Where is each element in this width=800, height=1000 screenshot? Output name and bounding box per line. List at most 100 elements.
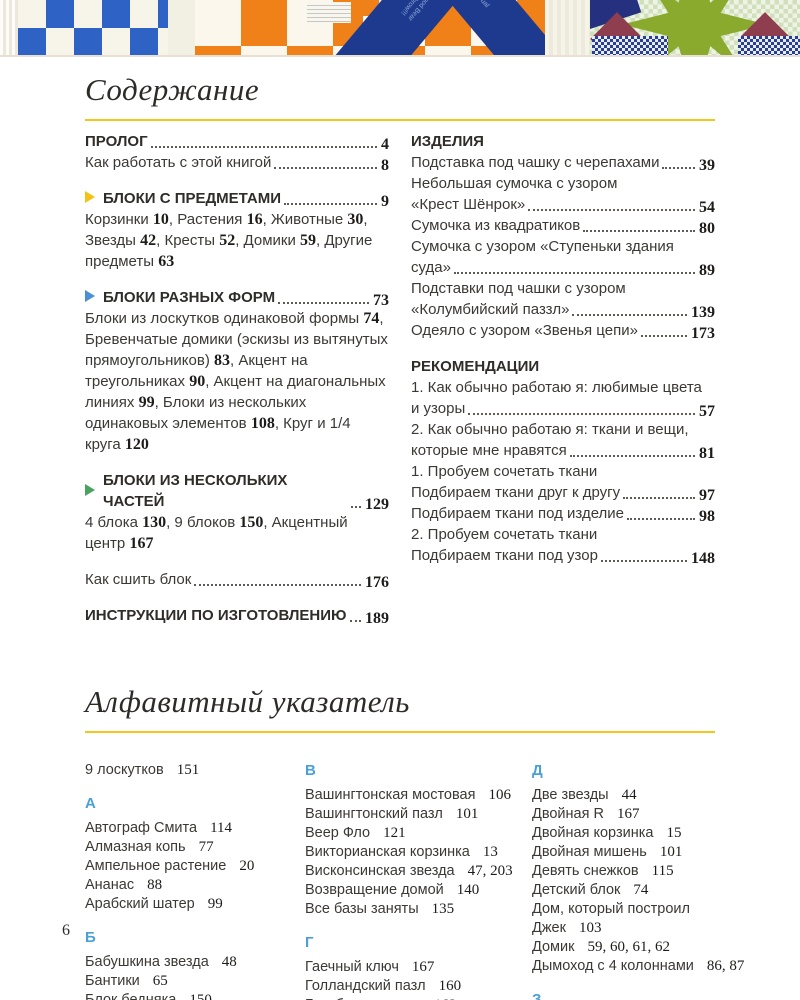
quilt-sashing-strip	[545, 0, 590, 55]
index-entry-line: 9 лоскутков 151	[85, 762, 200, 778]
dot-leader	[600, 560, 687, 562]
index-entry-line: Вашингтонский пазл 101	[305, 806, 479, 822]
page-ref: 16	[246, 211, 263, 228]
index-page-number: 99	[207, 896, 223, 912]
dot-leader	[569, 455, 695, 457]
page-ref: 150	[239, 514, 264, 531]
index-entry-line: Двойная мишень 101	[532, 844, 683, 860]
toc-page-number: 80	[699, 220, 715, 237]
page-ref: 83	[214, 352, 230, 369]
index-entry-line: Вашингтонская мостовая 106	[305, 787, 511, 803]
yellow-rule-index	[85, 731, 715, 733]
index-entry: Домик 59, 60, 61, 62	[532, 938, 715, 957]
toc-section-heading: ИЗДЕЛИЯ	[411, 133, 484, 150]
index-entry: 9 лоскутков 151	[85, 761, 305, 780]
toc-entry-label: «Колумбийский паззл»	[411, 301, 570, 318]
page-number: 6	[62, 922, 70, 939]
toc-page-number: 9	[381, 193, 389, 210]
table-of-contents: ПРОЛОГ 4 Как работать с этой книгой 8 БЛОКИ …	[85, 131, 715, 627]
index-entry: Гаечный ключ 167	[305, 958, 532, 977]
toc-page-number: 54	[699, 199, 715, 216]
index-entry: Дом, который построил Джек 103	[532, 900, 715, 938]
toc-entry-label: суда»	[411, 259, 451, 276]
toc-entry-line: Сумочка с узором «Ступеньки здания	[411, 238, 674, 255]
toc-entry: ИНСТРУКЦИИ ПО ИЗГОТОВЛЕНИЮ 189	[85, 605, 389, 627]
toc-entry-line: которые мне нравятся 81	[411, 440, 715, 462]
index-page-number: 160	[438, 978, 462, 994]
blue-print-patch-right	[738, 36, 800, 55]
index-entry-line: Викторианская корзинка 13	[305, 844, 498, 860]
dot-leader	[583, 230, 695, 232]
toc-entry: БЛОКИ ИЗ НЕСКОЛЬКИХ ЧАСТЕЙ 129	[85, 470, 389, 513]
index-entry-line: Джек 103	[532, 920, 602, 936]
toc-entry: 1. Как обычно работаю я: любимые цвета и …	[411, 377, 715, 420]
index-entry: Вашингтонский пазл 101	[305, 805, 532, 824]
index-entry-line: Гаечный ключ 167	[305, 959, 435, 975]
index-page-number: 121	[383, 825, 406, 841]
page-ref: 130	[142, 514, 167, 531]
toc-entry-label: ПРОЛОГ	[85, 133, 148, 150]
toc-entry-label: Подбираем ткани под изделие	[411, 505, 625, 522]
toc-entry: БЛОКИ РАЗНЫХ ФОРМ 73	[85, 287, 389, 309]
index-page-number: 101	[659, 844, 683, 860]
toc-gap	[85, 590, 389, 605]
index-entry: Висконсинская звезда 47, 203	[305, 862, 532, 881]
toc-entry-line: ПРОЛОГ 4	[85, 131, 389, 153]
dot-leader	[623, 497, 695, 499]
toc-entry-line: Подставка под чашку с черепахами 39	[411, 152, 715, 174]
toc-sub-entries: Блоки из лоскутков одинаковой формы 74, …	[85, 310, 388, 453]
index-entry: Все базы заняты 135	[305, 900, 532, 919]
dot-leader	[150, 146, 377, 148]
dot-leader	[627, 518, 695, 520]
blue-print-patch-left	[592, 36, 668, 55]
toc-entry-line: и узоры 57	[411, 398, 715, 420]
index-entry: Возвращение домой 140	[305, 881, 532, 900]
toc-page-number: 98	[699, 508, 715, 525]
toc-entry-line: 1. Как обычно работаю я: любимые цвета	[411, 379, 702, 396]
index-entry: Девять снежков 115	[532, 862, 715, 881]
index-page-number: 140	[456, 882, 480, 898]
toc-entry-line: Подбираем ткани друг к другу 97	[411, 482, 715, 504]
index-entry-line: Возвращение домой 140	[305, 882, 480, 898]
yellow-rule-contents	[85, 119, 715, 121]
index-page-number: 48	[221, 954, 237, 970]
quilt-selvage	[0, 0, 20, 55]
toc-entry: 1. Пробуем сочетать ткани	[411, 463, 598, 480]
index-column: Д Две звезды 44 Двойная R 167 Двойная корзинк…	[532, 761, 744, 1000]
page-ref: 120	[124, 436, 149, 453]
section-arrow-icon	[85, 483, 95, 496]
page-ref: 167	[129, 535, 154, 552]
index-entry-line: Все базы заняты 135	[305, 901, 455, 917]
toc-entry-line: БЛОКИ РАЗНЫХ ФОРМ 73	[85, 287, 389, 309]
toc-entry-label: и узоры	[411, 400, 466, 417]
toc-entry: Подбираем ткани под узор 148	[411, 545, 715, 567]
section-arrow-icon	[85, 191, 95, 203]
toc-entry-line: ИНСТРУКЦИИ ПО ИЗГОТОВЛЕНИЮ 189	[85, 605, 389, 627]
dot-leader	[278, 302, 369, 304]
toc-gap	[85, 272, 389, 287]
dot-leader	[453, 272, 695, 274]
index-page-number: 115	[651, 863, 674, 879]
page-ref: 108	[250, 415, 275, 432]
toc-entry: Сумочка с узором «Ступеньки здания суда» 8…	[411, 236, 715, 279]
dot-leader	[528, 209, 695, 211]
toc-entry: 2. Пробуем сочетать ткани	[411, 526, 598, 543]
toc-entry: Подбираем ткани под изделие 98	[411, 503, 715, 525]
toc-gap	[411, 341, 715, 356]
toc-entry-label: «Крест Шёнрок»	[411, 196, 526, 213]
green-star-quilt-block	[590, 0, 800, 55]
index-letter: Г	[305, 934, 314, 951]
index-page-number: 47, 203	[467, 863, 513, 879]
index-entry-line: Веер Фло 121	[305, 825, 406, 841]
index-page-number: 162	[434, 997, 457, 1000]
page-ref: 10	[152, 211, 169, 228]
index-entry-line: Висконсинская звезда 47, 203	[305, 863, 513, 879]
toc-entry-line: Небольшая сумочка с узором	[411, 175, 618, 192]
index-page-number: 135	[431, 901, 455, 917]
toc-entry-line: «Колумбийский паззл» 139	[411, 299, 715, 321]
toc-section-heading: РЕКОМЕНДАЦИИ	[411, 358, 540, 375]
index-entry: Викторианская корзинка 13	[305, 843, 532, 862]
toc-entry: Одеяло с узором «Звенья цепи» 173	[411, 320, 715, 342]
toc-entry-label: Как работать с этой книгой	[85, 154, 272, 171]
